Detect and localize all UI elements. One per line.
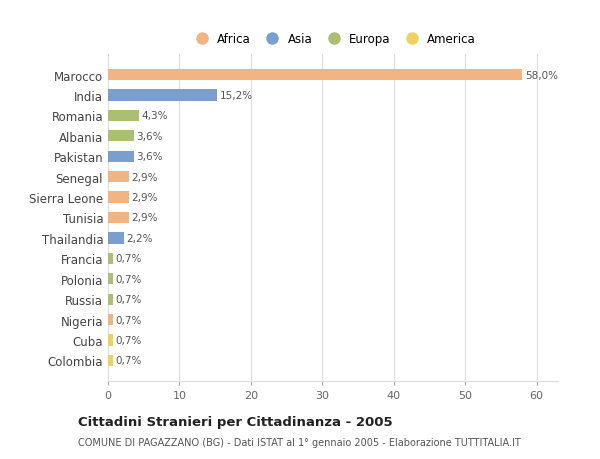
Bar bbox=[108, 314, 113, 325]
Bar bbox=[108, 151, 134, 162]
Bar bbox=[108, 90, 217, 101]
Bar bbox=[108, 111, 139, 122]
Text: 4,3%: 4,3% bbox=[142, 111, 168, 121]
Bar bbox=[108, 274, 113, 285]
Bar bbox=[108, 335, 113, 346]
Text: 2,9%: 2,9% bbox=[131, 193, 158, 203]
Legend: Africa, Asia, Europa, America: Africa, Asia, Europa, America bbox=[185, 28, 481, 51]
Text: 0,7%: 0,7% bbox=[116, 274, 142, 284]
Bar bbox=[108, 192, 129, 203]
Text: 3,6%: 3,6% bbox=[137, 152, 163, 162]
Text: 2,9%: 2,9% bbox=[131, 172, 158, 182]
Text: COMUNE DI PAGAZZANO (BG) - Dati ISTAT al 1° gennaio 2005 - Elaborazione TUTTITAL: COMUNE DI PAGAZZANO (BG) - Dati ISTAT al… bbox=[78, 437, 521, 447]
Bar bbox=[108, 355, 113, 366]
Bar bbox=[108, 233, 124, 244]
Text: 0,7%: 0,7% bbox=[116, 315, 142, 325]
Text: 58,0%: 58,0% bbox=[525, 71, 558, 80]
Text: 2,9%: 2,9% bbox=[131, 213, 158, 223]
Bar bbox=[108, 70, 522, 81]
Text: 3,6%: 3,6% bbox=[137, 132, 163, 141]
Bar bbox=[108, 131, 134, 142]
Bar bbox=[108, 294, 113, 305]
Text: 2,2%: 2,2% bbox=[127, 233, 153, 243]
Bar bbox=[108, 213, 129, 224]
Bar bbox=[108, 253, 113, 264]
Text: 0,7%: 0,7% bbox=[116, 356, 142, 365]
Text: 0,7%: 0,7% bbox=[116, 295, 142, 304]
Text: 0,7%: 0,7% bbox=[116, 254, 142, 264]
Bar bbox=[108, 172, 129, 183]
Text: 0,7%: 0,7% bbox=[116, 335, 142, 345]
Text: 15,2%: 15,2% bbox=[220, 91, 253, 101]
Text: Cittadini Stranieri per Cittadinanza - 2005: Cittadini Stranieri per Cittadinanza - 2… bbox=[78, 415, 392, 428]
